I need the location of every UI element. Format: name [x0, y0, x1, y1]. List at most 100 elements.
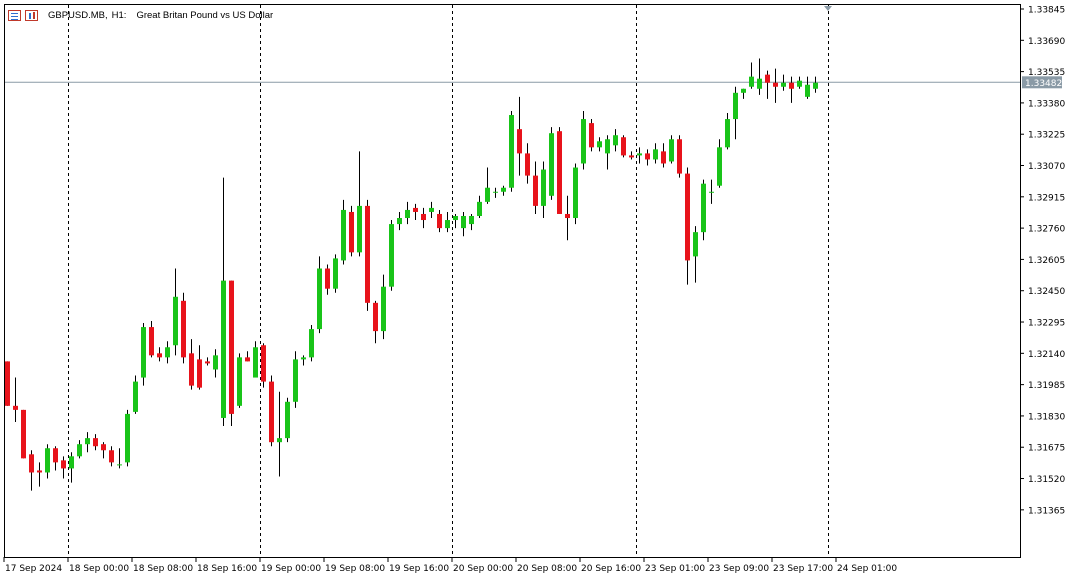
candle-body	[357, 205, 362, 253]
candle	[477, 195, 482, 219]
candle-body	[557, 131, 562, 214]
candle-body	[285, 401, 290, 439]
candle	[741, 88, 746, 99]
chart-header: GBPUSD.MB, H1: Great Britan Pound vs US …	[8, 7, 273, 23]
candle	[309, 325, 314, 362]
y-tick-label: 1.31520	[1028, 475, 1065, 485]
y-tick-label: 1.31365	[1028, 506, 1065, 516]
candle	[269, 375, 274, 447]
candle-body	[589, 123, 594, 148]
candle-body	[501, 187, 506, 192]
candle	[141, 323, 146, 386]
y-tick-label: 1.33535	[1028, 68, 1065, 78]
candle	[701, 179, 706, 241]
candle-body	[733, 92, 738, 120]
candles-icon[interactable]	[25, 9, 38, 21]
candle	[421, 207, 426, 229]
candle-body	[301, 357, 306, 360]
candle	[21, 409, 26, 459]
candle	[213, 349, 218, 378]
candle-body	[317, 268, 322, 330]
timeframe-label: H1:	[111, 9, 127, 21]
candle-body	[141, 327, 146, 378]
candle	[149, 321, 154, 358]
candle	[773, 68, 778, 103]
candle-body	[717, 147, 722, 186]
candle	[557, 127, 562, 214]
candle-body	[789, 82, 794, 89]
x-tick-label: 24 Sep 01:00	[837, 564, 897, 574]
candle-body	[581, 119, 586, 164]
candle-body	[325, 268, 330, 289]
candle	[69, 452, 74, 483]
candle	[13, 377, 18, 422]
candle-body	[221, 280, 226, 418]
candle	[117, 448, 122, 469]
candle-body	[333, 258, 338, 289]
candle-body	[373, 302, 378, 332]
x-tick-label: 19 Sep 08:00	[325, 564, 385, 574]
candle	[573, 163, 578, 225]
candle	[37, 462, 42, 487]
y-tick-label: 1.32140	[1028, 350, 1065, 360]
candle	[85, 432, 90, 453]
candle	[725, 113, 730, 150]
price-tag-label: 1.33482	[1025, 79, 1062, 89]
candle-body	[29, 454, 34, 473]
shift-marker-icon[interactable]	[824, 6, 832, 11]
candle	[197, 345, 202, 390]
y-tick-label: 1.31830	[1028, 412, 1065, 422]
candle	[693, 226, 698, 283]
list-icon[interactable]	[8, 9, 21, 21]
candle-body	[797, 80, 802, 87]
candle-body	[381, 286, 386, 332]
candle	[357, 151, 362, 257]
candle	[797, 76, 802, 89]
candle	[781, 74, 786, 91]
x-tick-label: 20 Sep 08:00	[517, 564, 577, 574]
x-tick-label: 17 Sep 2024	[5, 564, 62, 574]
candle-body	[309, 329, 314, 358]
candle-body	[533, 175, 538, 206]
candle	[381, 274, 386, 340]
candle-body	[197, 359, 202, 388]
candle-body	[69, 456, 74, 469]
candle-body	[701, 183, 706, 233]
candle-body	[365, 205, 370, 303]
candle	[157, 347, 162, 362]
candle-body	[645, 153, 650, 160]
candle-body	[661, 151, 666, 164]
x-tick-label: 20 Sep 00:00	[453, 564, 513, 574]
candle-body	[437, 213, 442, 229]
candle	[173, 268, 178, 356]
candle-body	[429, 207, 434, 212]
candles-group	[5, 58, 818, 491]
candle	[373, 300, 378, 344]
y-tick-label: 1.33845	[1028, 6, 1065, 16]
candle	[109, 446, 114, 467]
candle	[93, 434, 98, 451]
candle	[413, 203, 418, 221]
candle-body	[53, 448, 58, 463]
candle	[461, 211, 466, 237]
y-tick-label: 1.32295	[1028, 319, 1065, 329]
candle	[613, 129, 618, 152]
candle-body	[293, 359, 298, 402]
y-tick-label: 1.32605	[1028, 256, 1065, 266]
candle	[805, 76, 810, 99]
candle-body	[61, 460, 66, 469]
candle	[133, 375, 138, 414]
candle	[517, 96, 522, 176]
candle	[221, 177, 226, 427]
candle-body	[157, 353, 162, 358]
candle-body	[261, 345, 266, 382]
candle-body	[165, 347, 170, 358]
candle	[669, 135, 674, 164]
candle-body	[389, 224, 394, 287]
candle	[45, 444, 50, 479]
candle	[349, 205, 354, 257]
candle-body	[749, 76, 754, 87]
y-tick-label: 1.32760	[1028, 225, 1065, 235]
candle-body	[21, 409, 26, 459]
